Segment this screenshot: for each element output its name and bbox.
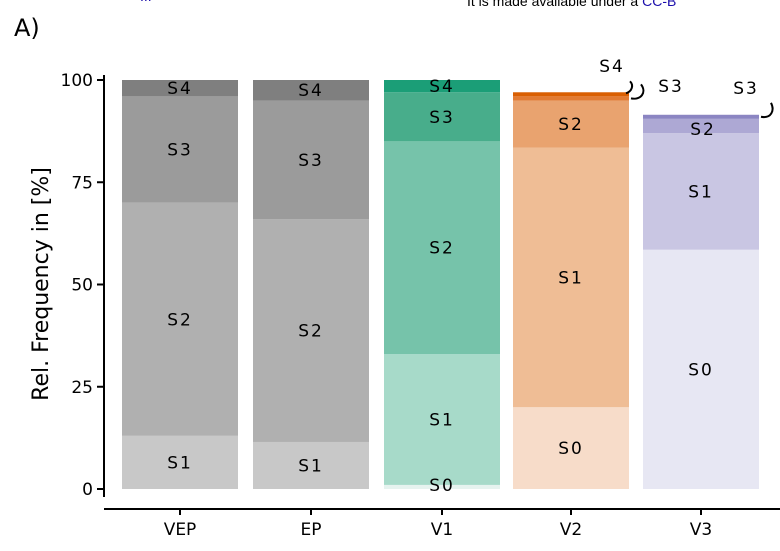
segment-labels-layer: S1 S2 S3 S4 S1 S2 S3 S4 S0 S1 S2 S3 S4 S0 S1 S2 S3 S4 S0 S1… xyxy=(167,57,759,496)
x-tick-label-v3: V3 xyxy=(690,520,712,540)
panel-label: A) xyxy=(14,14,40,42)
x-tick-label-vep: VEP xyxy=(164,520,197,540)
segment-label-vep-s1: S1 xyxy=(167,453,193,473)
bars-layer xyxy=(122,80,759,489)
license-note: It is made available under a CC-B xyxy=(467,0,676,9)
bar-segment-vep-s4 xyxy=(122,80,238,97)
segment-label-v1-s1: S1 xyxy=(429,410,455,430)
bar-segment-ep-s2 xyxy=(253,219,369,442)
y-tick-label-100: 100 xyxy=(61,71,93,91)
axes-layer: VEP EP V1 V2 V3 0 25 50 75 100 xyxy=(61,71,780,540)
bar-segment-ep-s4 xyxy=(253,80,369,101)
bar-segment-v1-s0 xyxy=(384,484,500,489)
x-tick-label-v1: V1 xyxy=(431,520,453,540)
segment-label-v2-s4: S4 xyxy=(599,57,625,77)
license-link[interactable]: CC-B xyxy=(642,0,677,9)
bar-segment-vep-s1 xyxy=(122,435,238,489)
bar-segment-ep-s1 xyxy=(253,441,369,489)
y-tick-label-0: 0 xyxy=(82,480,93,500)
segment-label-v3-s0: S0 xyxy=(688,360,714,380)
segment-label-v2-s3: S3 xyxy=(658,77,684,97)
bar-segment-v1-s4 xyxy=(384,80,500,93)
bar-segment-v1-s1 xyxy=(384,354,500,485)
segment-label-v1-s2: S2 xyxy=(429,239,455,259)
license-prefix: It is made available under a xyxy=(467,0,643,9)
segment-label-v2-s2: S2 xyxy=(558,115,584,135)
header-top-link[interactable]: ... xyxy=(140,0,152,4)
bar-segment-v2-s3 xyxy=(513,96,629,101)
callout-connector-v2-s3 xyxy=(630,83,645,100)
bar-segment-vep-s2 xyxy=(122,202,238,436)
segment-label-v1-s0: S0 xyxy=(429,476,455,496)
bar-segment-vep-s3 xyxy=(122,96,238,203)
x-tick-label-v2: V2 xyxy=(560,520,582,540)
bar-segment-v1-s3 xyxy=(384,92,500,142)
segment-label-v2-s1: S1 xyxy=(558,268,584,288)
bar-segment-v2-s4 xyxy=(513,92,629,97)
segment-label-v3-s1: S1 xyxy=(688,182,714,202)
segment-label-ep-s2: S2 xyxy=(298,322,324,342)
segment-label-v3-s3: S3 xyxy=(733,79,759,99)
segment-label-vep-s4: S4 xyxy=(167,79,193,99)
segment-label-v1-s4: S4 xyxy=(429,77,455,97)
segment-label-ep-s4: S4 xyxy=(298,81,324,101)
y-tick-label-50: 50 xyxy=(71,276,93,296)
x-tick-label-ep: EP xyxy=(301,520,322,540)
bar-segment-v3-s0 xyxy=(643,249,759,489)
segment-label-ep-s3: S3 xyxy=(298,151,324,171)
callouts-layer xyxy=(625,80,774,119)
segment-label-ep-s1: S1 xyxy=(298,456,324,476)
bar-segment-ep-s3 xyxy=(253,100,369,220)
bar-segment-v2-s0 xyxy=(513,407,629,489)
y-axis-label: Rel. Frequency in [%] xyxy=(29,167,54,401)
bar-segment-v2-s2 xyxy=(513,100,629,148)
segment-label-v1-s3: S3 xyxy=(429,108,455,128)
bar-segment-v3-s3 xyxy=(643,114,759,119)
y-tick-label-25: 25 xyxy=(71,378,93,398)
callout-connector-v2-s4 xyxy=(625,80,634,95)
y-tick-label-75: 75 xyxy=(71,173,93,193)
bar-segment-v3-s1 xyxy=(643,133,759,250)
bar-segment-v3-s2 xyxy=(643,118,759,134)
callout-connector-v3-s3 xyxy=(760,102,774,119)
bar-segment-v1-s2 xyxy=(384,141,500,355)
segment-label-v3-s2: S2 xyxy=(690,120,716,140)
segment-label-v2-s0: S0 xyxy=(558,439,584,459)
segment-label-vep-s2: S2 xyxy=(167,310,193,330)
segment-label-vep-s3: S3 xyxy=(167,141,193,161)
bar-segment-v2-s1 xyxy=(513,147,629,408)
